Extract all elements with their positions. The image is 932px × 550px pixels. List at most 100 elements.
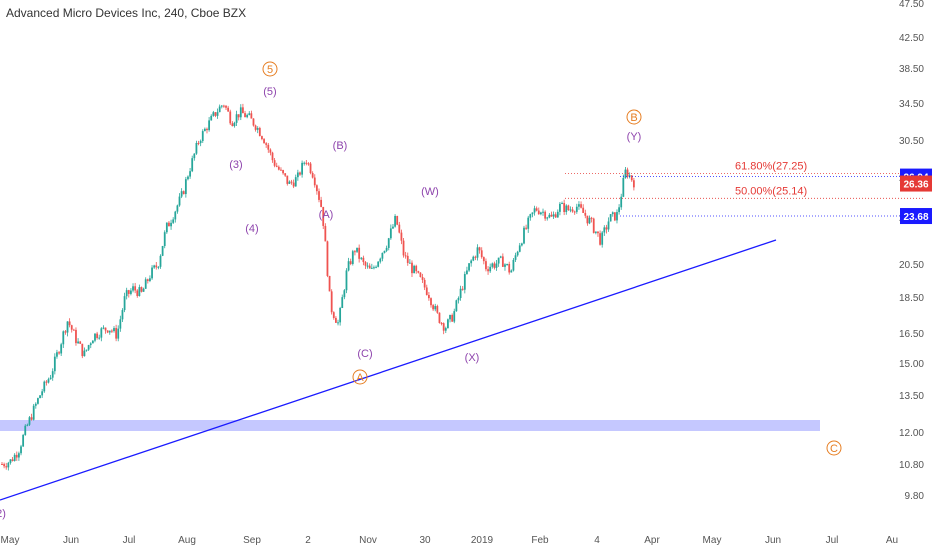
candle-body — [559, 203, 561, 212]
candle-body — [569, 209, 572, 211]
candle-body — [170, 222, 172, 227]
x-tick-label: 30 — [419, 535, 431, 546]
wave-label: C — [830, 443, 838, 455]
candle-body — [485, 261, 487, 270]
candle-body — [210, 115, 213, 121]
candle-body — [436, 306, 439, 313]
candle-body — [423, 279, 426, 288]
fib-level-label: 50.00%(25.14) — [735, 185, 807, 197]
candle-body — [239, 107, 242, 118]
candle-body — [491, 263, 494, 267]
x-tick-label: Apr — [644, 535, 660, 546]
candle-body — [411, 262, 413, 274]
candle-body — [425, 287, 428, 295]
x-tick-label: May — [1, 535, 20, 546]
wave-label: A — [356, 372, 364, 384]
candle-body — [140, 287, 143, 292]
candle-body — [203, 128, 206, 132]
candle-body — [580, 204, 582, 208]
candle-body — [220, 105, 223, 107]
candle-body — [214, 112, 217, 116]
wave-label: (C) — [357, 348, 372, 360]
candle-body — [246, 114, 249, 118]
candle-body — [244, 113, 246, 118]
wave-label: B — [630, 112, 637, 124]
candle-body — [430, 298, 432, 306]
candle-body — [51, 371, 54, 378]
candle-body — [56, 352, 58, 357]
candle-body — [37, 398, 39, 404]
candle-body — [34, 403, 37, 406]
wave-label: (B) — [333, 140, 348, 152]
chart-title: Advanced Micro Devices Inc, 240, Cboe BZ… — [6, 6, 247, 20]
y-tick-label: 12.00 — [899, 428, 924, 439]
candle-body — [563, 203, 566, 213]
candle-body — [356, 247, 358, 252]
candle-body — [138, 287, 141, 297]
candle-body — [149, 278, 151, 281]
candle-body — [153, 265, 156, 268]
x-tick-label: Nov — [359, 535, 377, 546]
candle-body — [417, 271, 420, 273]
candle-body — [377, 261, 380, 267]
candle-body — [68, 321, 71, 326]
candle-body — [487, 269, 489, 272]
candle-body — [39, 395, 41, 399]
candle-body — [542, 211, 544, 213]
candle-body — [597, 231, 599, 234]
y-tick-label: 9.80 — [905, 491, 925, 502]
candle-body — [229, 111, 232, 124]
candle-body — [457, 297, 460, 301]
candle-body — [212, 112, 215, 116]
candle-body — [451, 314, 454, 322]
candle-body — [193, 153, 196, 159]
candles-group — [1, 103, 635, 471]
candle-body — [427, 294, 430, 299]
candle-body — [189, 171, 191, 177]
candle-body — [506, 264, 508, 266]
candle-body — [184, 179, 187, 195]
candle-body — [552, 214, 555, 217]
candle-body — [127, 290, 130, 294]
candle-body — [438, 312, 441, 323]
x-tick-label: Sep — [243, 535, 261, 546]
candle-body — [413, 265, 415, 274]
x-tick-label: Jun — [765, 535, 781, 546]
candle-body — [176, 205, 179, 212]
candle-body — [489, 266, 492, 272]
candle-body — [277, 166, 280, 170]
candle-body — [360, 257, 363, 259]
x-tick-label: Jun — [63, 535, 79, 546]
candle-body — [218, 106, 221, 113]
candle-body — [269, 149, 272, 153]
candle-body — [548, 214, 551, 218]
candle-body — [540, 212, 542, 215]
candle-body — [499, 256, 502, 258]
wave-circle — [352, 369, 368, 385]
candle-body — [223, 105, 225, 107]
candle-body — [421, 277, 424, 280]
candle-body — [398, 224, 401, 233]
candle-body — [307, 163, 310, 165]
y-tick-label: 16.50 — [899, 329, 924, 340]
candle-body — [546, 217, 549, 219]
candle-body — [324, 225, 327, 242]
wave-label: (W) — [421, 186, 439, 198]
candle-body — [49, 377, 52, 380]
candle-body — [96, 333, 98, 338]
y-tick-label: 10.80 — [899, 460, 924, 471]
candle-body — [206, 128, 208, 131]
candle-body — [368, 265, 371, 269]
candle-body — [11, 459, 14, 461]
candle-body — [178, 196, 181, 206]
y-tick-label: 18.50 — [899, 293, 924, 304]
candle-body — [432, 305, 435, 310]
candle-body — [529, 214, 532, 218]
candle-body — [510, 270, 513, 273]
candle-body — [392, 226, 394, 229]
candle-body — [53, 356, 56, 372]
candle-body — [30, 417, 33, 420]
candle-body — [455, 300, 458, 312]
x-tick-label: Jul — [826, 535, 839, 546]
